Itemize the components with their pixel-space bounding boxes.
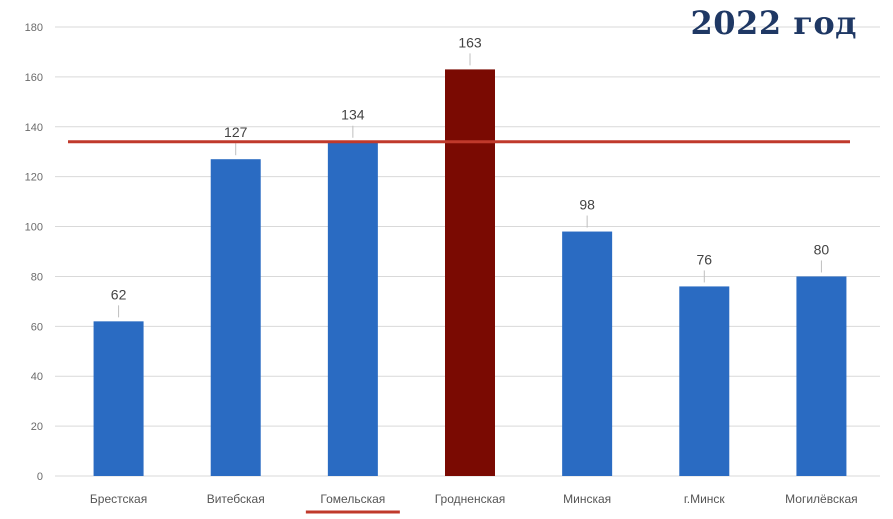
- y-tick-label: 140: [25, 122, 43, 134]
- y-tick-label: 0: [37, 471, 43, 483]
- bar: [210, 159, 261, 476]
- x-tick-label: г.Минск: [684, 492, 726, 506]
- bar: [562, 231, 613, 476]
- data-label: 163: [458, 34, 482, 50]
- y-tick-label: 100: [25, 222, 43, 234]
- bar: [679, 286, 730, 476]
- y-tick-label: 20: [31, 421, 43, 433]
- x-tick-label: Минская: [563, 492, 611, 506]
- chart-title: 2022 год: [690, 4, 857, 42]
- y-tick-label: 120: [25, 172, 43, 184]
- data-label: 134: [341, 107, 365, 123]
- data-label: 62: [111, 286, 127, 302]
- x-tick-label: Гомельская: [320, 492, 385, 506]
- y-tick-label: 60: [31, 321, 43, 333]
- bar: [445, 69, 495, 477]
- x-tick-label: Витебская: [207, 492, 265, 506]
- y-tick-label: 180: [25, 22, 43, 34]
- x-tick-label: Могилёвская: [785, 492, 858, 506]
- data-label: 80: [814, 241, 830, 257]
- bar: [796, 276, 847, 476]
- y-tick-label: 80: [31, 271, 43, 283]
- x-tick-label: Брестская: [90, 492, 147, 506]
- bar: [93, 321, 144, 476]
- y-tick-label: 40: [31, 371, 43, 383]
- data-label: 98: [579, 197, 595, 213]
- y-tick-label: 160: [25, 72, 43, 84]
- x-tick-label: Гродненская: [435, 492, 506, 506]
- data-label: 127: [224, 124, 248, 140]
- data-label: 76: [696, 251, 712, 267]
- bar: [327, 141, 378, 476]
